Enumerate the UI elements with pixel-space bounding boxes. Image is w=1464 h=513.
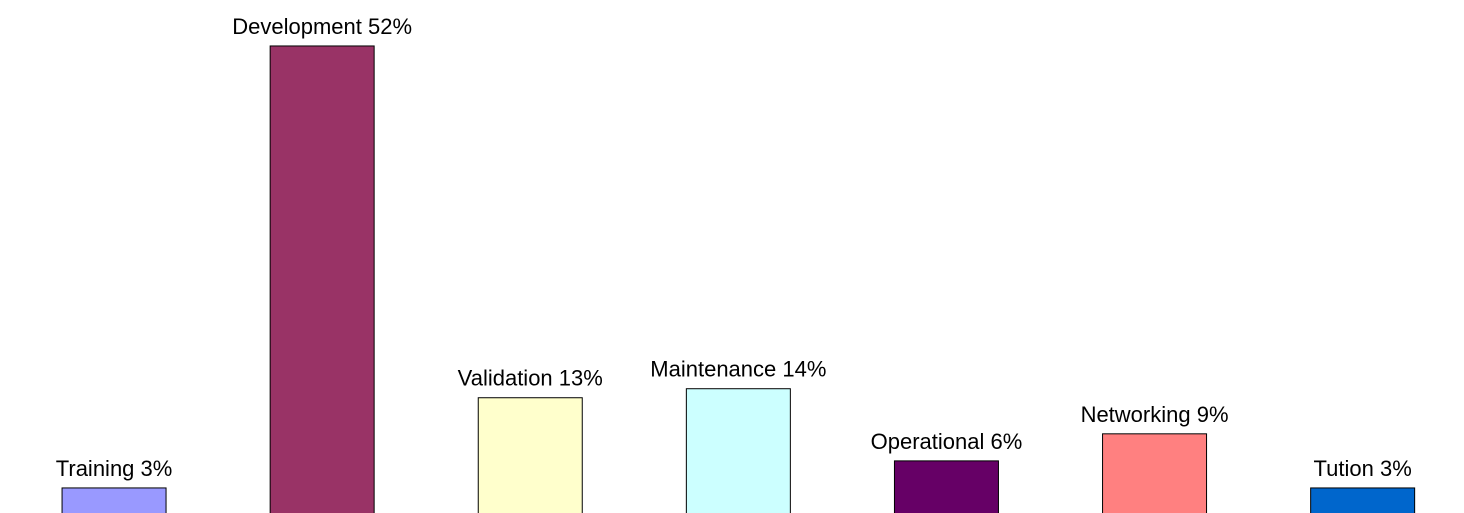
data-label: Development 52% bbox=[232, 14, 412, 39]
bar bbox=[269, 45, 375, 513]
data-label: Training 3% bbox=[56, 456, 173, 481]
bar bbox=[1102, 433, 1208, 513]
data-label: Networking 9% bbox=[1081, 402, 1229, 427]
data-label: Maintenance 14% bbox=[650, 357, 826, 382]
data-label: Validation 13% bbox=[458, 366, 603, 391]
bar bbox=[893, 460, 999, 513]
bar bbox=[477, 397, 583, 513]
data-label: Operational 6% bbox=[871, 429, 1023, 454]
bar bbox=[1310, 487, 1416, 513]
bar bbox=[61, 487, 167, 513]
bar bbox=[685, 388, 791, 513]
data-label: Tution 3% bbox=[1314, 456, 1412, 481]
